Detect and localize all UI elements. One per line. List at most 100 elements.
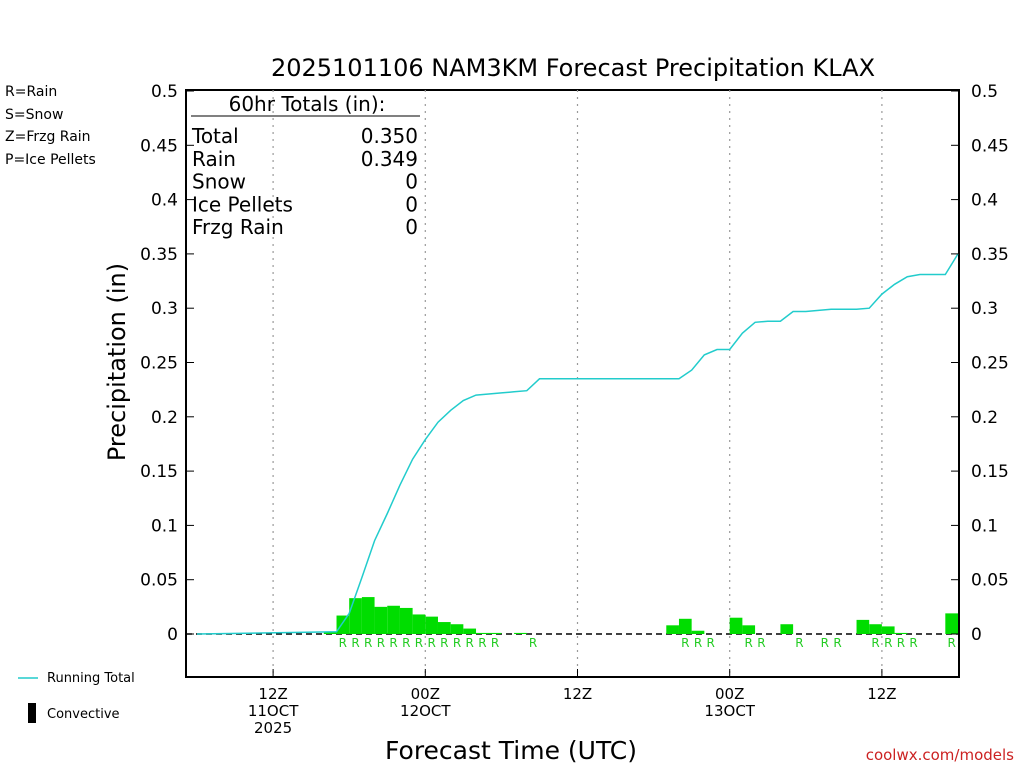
- x-tick-label: 00Z: [411, 685, 440, 703]
- precip-bar: [437, 622, 451, 634]
- ptype-label: R: [681, 636, 689, 650]
- precip-bar: [463, 628, 477, 634]
- precip-bar: [374, 606, 388, 634]
- precip-bar: [399, 607, 413, 634]
- ptype-label: R: [694, 636, 702, 650]
- legend-ice-pellets: P=Ice Pellets: [5, 152, 96, 168]
- totals-row-value: 0: [405, 170, 418, 194]
- totals-row-value: 0: [405, 215, 418, 239]
- precip-bar: [349, 598, 362, 634]
- ptype-label: R: [884, 636, 892, 650]
- ptype-label: R: [453, 636, 461, 650]
- legend-frzg-rain: Z=Frzg Rain: [5, 129, 91, 145]
- y-tick-label: 0.05: [140, 571, 178, 591]
- precip-bar: [729, 617, 743, 634]
- legend-snow: S=Snow: [5, 107, 63, 123]
- precip-bar: [488, 632, 502, 634]
- ptype-label: R: [821, 636, 829, 650]
- ptype-label: R: [478, 636, 486, 650]
- precip-bar: [894, 632, 908, 634]
- ptype-label: R: [339, 636, 347, 650]
- plot-frame: [185, 89, 960, 678]
- x-tick-label: 11OCT: [248, 702, 299, 720]
- x-tick-label: 00Z: [715, 685, 744, 703]
- y-tick-label: 0.5: [151, 82, 178, 102]
- y-tick-label: 0: [971, 625, 982, 645]
- totals-rows: Total 0.350 Rain 0.349 Snow 0 Ice Pellets 0 Frzg…: [191, 124, 418, 239]
- ptype-label: R: [415, 636, 423, 650]
- precip-bar: [856, 619, 870, 634]
- ptype-label: R: [529, 636, 537, 650]
- ptype-label: R: [795, 636, 803, 650]
- ptype-label: R: [440, 636, 448, 650]
- totals-row-value: 0.350: [361, 124, 418, 148]
- ptype-label: R: [707, 636, 715, 650]
- y-axis-label: Precipitation (in): [103, 263, 131, 461]
- y-tick-label: 0.2: [151, 408, 178, 428]
- site-credit: coolwx.com/models: [866, 746, 1014, 764]
- convective-legend-label: Convective: [47, 707, 120, 722]
- totals-row-label: Ice Pellets: [192, 192, 293, 216]
- precip-bar: [869, 624, 882, 634]
- vertical-gridlines: [272, 90, 883, 677]
- x-tick-label: 12OCT: [400, 702, 451, 720]
- x-tick-label: 2025: [254, 719, 292, 737]
- running-total-legend-label: Running Total: [47, 671, 135, 686]
- precip-bar: [450, 624, 464, 634]
- totals-row-label: Rain: [192, 147, 236, 171]
- totals-row-label: Snow: [192, 170, 246, 194]
- y-tick-label: 0.2: [971, 408, 998, 428]
- x-tick-label: 13OCT: [704, 702, 755, 720]
- y-tick-label: 0.4: [971, 191, 998, 211]
- y-tick-label: 0.15: [971, 462, 1009, 482]
- hourly-bars: [323, 597, 958, 634]
- ptype-label: R: [909, 636, 917, 650]
- ptype-label: R: [491, 636, 499, 650]
- precip-bar: [691, 630, 705, 634]
- precip-bar: [780, 624, 794, 634]
- totals-row-label: Frzg Rain: [192, 215, 284, 239]
- y-axis-left: 0 0.05 0.1 0.15 0.2 0.25 0.3 0.35 0.4 0.45 0.5: [140, 82, 194, 645]
- y-tick-label: 0.45: [971, 136, 1009, 156]
- y-tick-label: 0.25: [971, 354, 1009, 374]
- y-tick-label: 0.35: [971, 245, 1009, 265]
- y-tick-label: 0.35: [140, 245, 178, 265]
- y-tick-label: 0: [167, 625, 178, 645]
- totals-row-value: 0: [405, 192, 418, 216]
- precip-bar: [425, 616, 438, 634]
- ptype-label: R: [871, 636, 879, 650]
- x-tick-label: 12Z: [563, 685, 592, 703]
- y-tick-label: 0.05: [971, 571, 1009, 591]
- precip-bar: [412, 614, 426, 634]
- series-legend: Running Total Convective: [18, 671, 135, 723]
- y-tick-label: 0.1: [151, 516, 178, 536]
- y-tick-label: 0.15: [140, 462, 178, 482]
- precip-bar: [361, 597, 375, 634]
- precip-bar: [336, 615, 350, 634]
- ptype-label: R: [389, 636, 397, 650]
- precip-bar: [514, 632, 527, 634]
- ptype-label: R: [402, 636, 410, 650]
- precip-bar: [742, 625, 756, 634]
- totals-row-label: Total: [191, 124, 239, 148]
- y-tick-label: 0.3: [151, 299, 178, 319]
- y-tick-label: 0.25: [140, 354, 178, 374]
- y-axis-right: 0 0.05 0.1 0.15 0.2 0.25 0.3 0.35 0.4 0.45 0.5: [951, 82, 1009, 645]
- precip-bar: [678, 618, 692, 634]
- ptype-label: R: [947, 636, 955, 650]
- legend-rain: R=Rain: [5, 84, 57, 100]
- precip-bar: [387, 605, 400, 634]
- ptype-label: R: [364, 636, 372, 650]
- x-axis-label: Forecast Time (UTC): [385, 736, 637, 765]
- y-tick-label: 0.1: [971, 516, 998, 536]
- ptype-label: R: [897, 636, 905, 650]
- precip-bar: [476, 632, 489, 634]
- ptype-label: R: [427, 636, 435, 650]
- y-tick-label: 0.4: [151, 191, 178, 211]
- precip-bar: [666, 625, 679, 634]
- ptype-label: R: [745, 636, 753, 650]
- convective-swatch: [28, 703, 36, 723]
